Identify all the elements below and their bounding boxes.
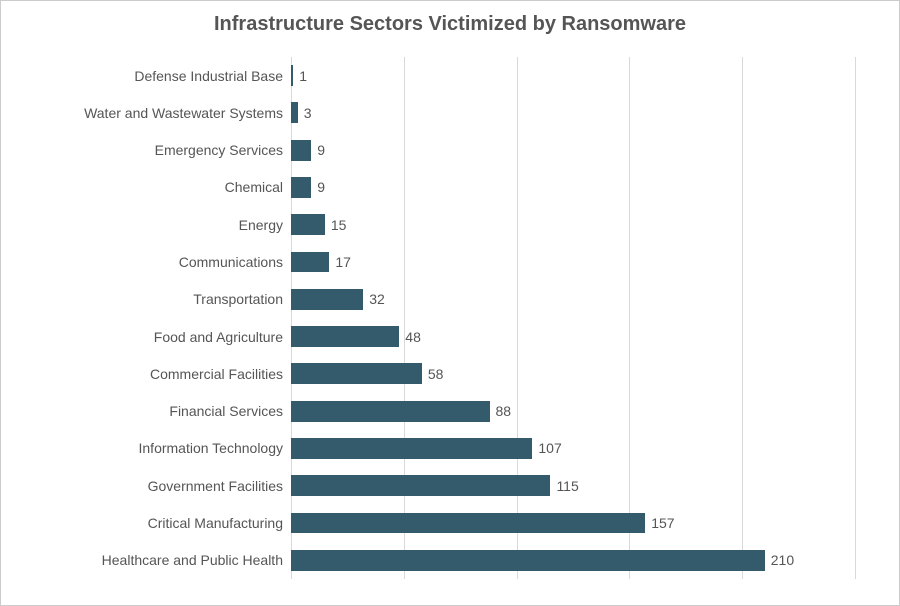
bar-category-label: Financial Services xyxy=(169,403,283,419)
bar-value-label: 115 xyxy=(556,478,578,494)
bar-row: Healthcare and Public Health210 xyxy=(291,542,855,579)
bar-rect xyxy=(291,214,325,235)
bar-rect xyxy=(291,513,645,534)
bar-category-label: Healthcare and Public Health xyxy=(102,552,283,568)
bar-row: Communications17 xyxy=(291,243,855,280)
bar-row: Government Facilities115 xyxy=(291,467,855,504)
bar-category-label: Defense Industrial Base xyxy=(134,68,283,84)
bar-value-label: 17 xyxy=(335,254,351,270)
chart-title: Infrastructure Sectors Victimized by Ran… xyxy=(1,13,899,36)
bar-value-label: 32 xyxy=(369,291,385,307)
bar-rect xyxy=(291,326,399,347)
bar-value-label: 15 xyxy=(331,217,347,233)
bar-category-label: Commercial Facilities xyxy=(150,366,283,382)
bar-rect xyxy=(291,289,363,310)
bar-row: Transportation32 xyxy=(291,281,855,318)
bar-rect xyxy=(291,363,422,384)
bar-value-label: 157 xyxy=(651,515,674,531)
bars-group: Defense Industrial Base1Water and Wastew… xyxy=(291,57,855,579)
bar-rect xyxy=(291,102,298,123)
bar-value-label: 3 xyxy=(304,105,312,121)
bar-rect xyxy=(291,401,490,422)
bar-rect xyxy=(291,438,532,459)
bar-row: Water and Wastewater Systems3 xyxy=(291,94,855,131)
bar-rect xyxy=(291,475,550,496)
bar-rect xyxy=(291,252,329,273)
bar-category-label: Emergency Services xyxy=(155,142,283,158)
bar-rect xyxy=(291,65,293,86)
bar-value-label: 9 xyxy=(317,142,325,158)
bar-value-label: 88 xyxy=(496,403,512,419)
bar-value-label: 107 xyxy=(538,440,561,456)
bar-category-label: Energy xyxy=(239,217,283,233)
gridline xyxy=(855,57,856,579)
bar-value-label: 1 xyxy=(299,68,307,84)
bar-category-label: Government Facilities xyxy=(148,478,283,494)
bar-row: Energy15 xyxy=(291,206,855,243)
bar-row: Information Technology107 xyxy=(291,430,855,467)
bar-rect xyxy=(291,177,311,198)
bar-value-label: 9 xyxy=(317,179,325,195)
bar-row: Critical Manufacturing157 xyxy=(291,504,855,541)
bar-value-label: 58 xyxy=(428,366,444,382)
bar-category-label: Chemical xyxy=(225,179,283,195)
bar-row: Emergency Services9 xyxy=(291,132,855,169)
bar-category-label: Food and Agriculture xyxy=(154,329,283,345)
bar-row: Food and Agriculture48 xyxy=(291,318,855,355)
bar-category-label: Water and Wastewater Systems xyxy=(84,105,283,121)
bar-row: Chemical9 xyxy=(291,169,855,206)
bar-category-label: Critical Manufacturing xyxy=(148,515,283,531)
bar-rect xyxy=(291,140,311,161)
bar-category-label: Information Technology xyxy=(139,440,284,456)
bar-row: Commercial Facilities58 xyxy=(291,355,855,392)
bar-value-label: 48 xyxy=(405,329,421,345)
bar-category-label: Communications xyxy=(179,254,283,270)
bar-row: Financial Services88 xyxy=(291,393,855,430)
plot-area: Defense Industrial Base1Water and Wastew… xyxy=(291,57,855,579)
bar-row: Defense Industrial Base1 xyxy=(291,57,855,94)
bar-category-label: Transportation xyxy=(193,291,283,307)
chart-container: Infrastructure Sectors Victimized by Ran… xyxy=(0,0,900,606)
bar-value-label: 210 xyxy=(771,552,794,568)
bar-rect xyxy=(291,550,765,571)
